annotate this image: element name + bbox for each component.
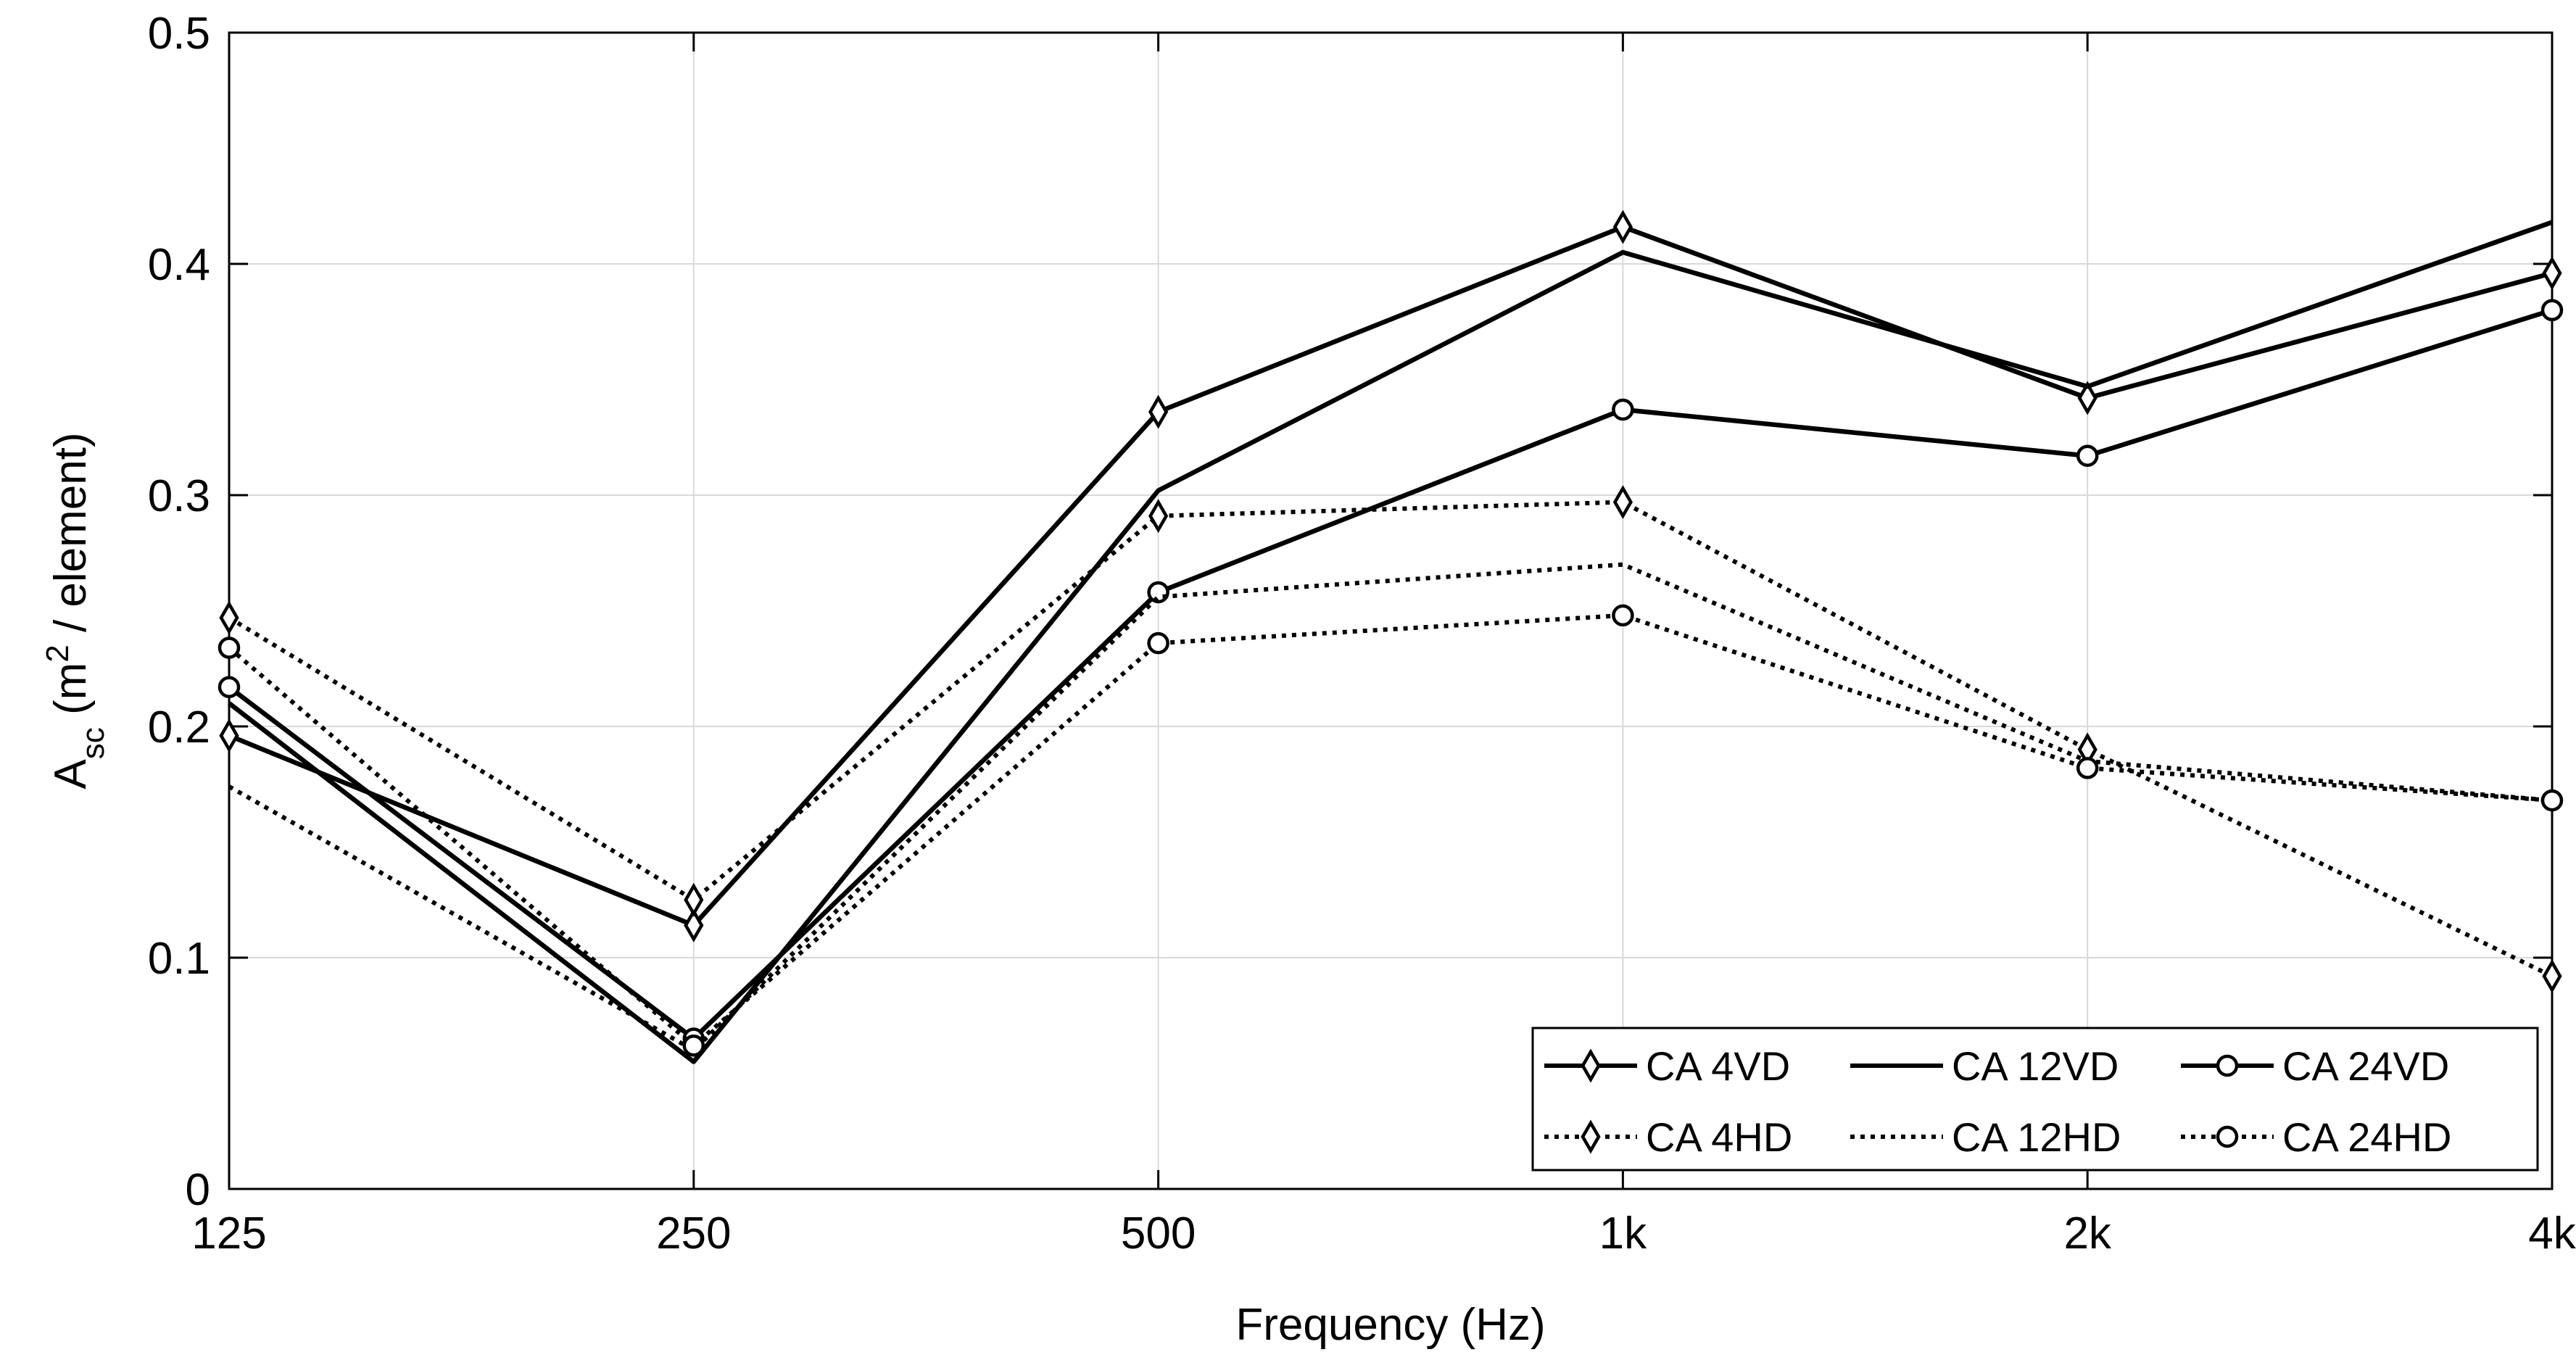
series-line-ca-4hd bbox=[228, 499, 2554, 979]
data-point-ca-24hd bbox=[218, 637, 241, 659]
x-tick-label: 1k bbox=[1599, 1209, 1647, 1259]
data-point-ca-24hd bbox=[2540, 789, 2564, 812]
data-point-ca-4vd bbox=[2077, 381, 2097, 415]
legend-label: CA 24HD bbox=[2282, 1114, 2451, 1160]
legend-marker bbox=[1581, 1119, 1601, 1154]
legend-item-ca-4hd: CA 4HD bbox=[1544, 1114, 1792, 1160]
data-point-ca-4hd bbox=[2542, 959, 2562, 994]
plot-area bbox=[228, 31, 2554, 1190]
series-ca-24vd bbox=[218, 299, 2564, 1050]
legend-item-ca-24vd: CA 24VD bbox=[2181, 1043, 2449, 1089]
series-line-ca-4vd bbox=[228, 224, 2553, 928]
y-axis-label-superscript: 2 bbox=[40, 644, 75, 662]
data-point-ca-24vd bbox=[1147, 581, 1169, 604]
y-tick-label: 0.2 bbox=[148, 702, 210, 753]
legend-label: CA 4HD bbox=[1646, 1114, 1792, 1160]
data-point-ca-4hd bbox=[219, 600, 239, 635]
data-point-ca-4hd bbox=[684, 882, 704, 917]
data-point-ca-24vd bbox=[2540, 299, 2564, 322]
y-tick-label: 0.3 bbox=[148, 471, 210, 521]
legend-label: CA 12VD bbox=[1952, 1043, 2119, 1089]
series-line-ca-24hd bbox=[228, 613, 2553, 1048]
y-axis-label-subscript: sc bbox=[75, 727, 111, 759]
legend: CA 4VD CA 12VD CA 24VD CA 4HD CA 12HD CA 24HD bbox=[1531, 1027, 2539, 1172]
data-point-ca-4vd bbox=[2542, 256, 2562, 291]
data-point-ca-4vd bbox=[684, 908, 704, 942]
data-point-ca-24hd bbox=[682, 1034, 705, 1057]
y-axis-label: Asc (m2 / element) bbox=[40, 432, 111, 789]
data-point-ca-4vd bbox=[1612, 210, 1633, 244]
series-group bbox=[218, 210, 2564, 1064]
x-tick-label: 250 bbox=[656, 1209, 731, 1259]
series-line-ca-12vd bbox=[228, 220, 2554, 1064]
series-ca-12vd bbox=[228, 220, 2554, 1064]
series-line-ca-24vd bbox=[228, 307, 2553, 1041]
legend-box bbox=[1531, 1027, 2539, 1172]
series-ca-4vd bbox=[219, 210, 2562, 942]
series-ca-4hd bbox=[219, 485, 2562, 994]
legend-marker bbox=[2216, 1125, 2239, 1148]
grid bbox=[228, 32, 2553, 1190]
legend-item-ca-12vd: CA 12VD bbox=[1850, 1043, 2119, 1089]
y-axis-label-close: / element) bbox=[46, 432, 96, 644]
data-point-ca-24hd bbox=[1612, 604, 1634, 627]
y-axis-label-open: (m bbox=[46, 663, 96, 728]
legend-item-ca-12hd: CA 12HD bbox=[1850, 1114, 2121, 1160]
legend-label: CA 12HD bbox=[1952, 1114, 2121, 1160]
y-tick-label: 0.4 bbox=[148, 240, 210, 290]
data-point-ca-24vd bbox=[2076, 444, 2099, 468]
x-tick-label: 125 bbox=[191, 1209, 266, 1259]
y-axis: 0 0.1 0.2 0.3 0.4 0.5 bbox=[148, 9, 2552, 1215]
legend-label: CA 4VD bbox=[1646, 1043, 1790, 1089]
y-tick-label: 0 bbox=[186, 1165, 210, 1215]
legend-label: CA 24VD bbox=[2282, 1043, 2449, 1089]
data-point-ca-24vd bbox=[1612, 398, 1634, 421]
data-point-ca-24hd bbox=[1147, 631, 1169, 655]
y-tick-label: 0.1 bbox=[148, 934, 210, 984]
y-axis-label-base: A bbox=[46, 759, 96, 789]
legend-marker bbox=[2216, 1054, 2239, 1077]
data-point-ca-4hd bbox=[1148, 499, 1169, 534]
x-tick-label: 2k bbox=[2063, 1209, 2111, 1259]
x-axis-label: Frequency (Hz) bbox=[1235, 1300, 1545, 1350]
legend-item-ca-4vd: CA 4VD bbox=[1544, 1043, 1790, 1089]
x-axis: 125 250 500 1k 2k 4k bbox=[191, 33, 2576, 1259]
legend-item-ca-24hd: CA 24HD bbox=[2181, 1114, 2451, 1160]
data-point-ca-24vd bbox=[218, 676, 241, 699]
legend-marker bbox=[1581, 1048, 1601, 1083]
x-tick-label: 500 bbox=[1121, 1209, 1196, 1259]
x-tick-label: 4k bbox=[2528, 1209, 2576, 1259]
data-point-ca-4vd bbox=[1148, 394, 1169, 429]
y-tick-label: 0.5 bbox=[148, 9, 210, 59]
data-point-ca-4hd bbox=[1612, 485, 1633, 520]
series-ca-24hd bbox=[218, 604, 2564, 1057]
data-point-ca-4vd bbox=[219, 718, 239, 753]
data-point-ca-24hd bbox=[2076, 757, 2099, 779]
